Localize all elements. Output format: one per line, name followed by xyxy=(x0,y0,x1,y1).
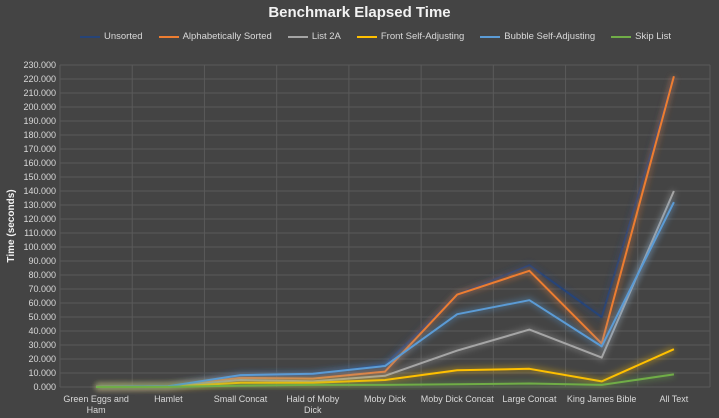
x-tick-label: Moby Dick xyxy=(364,394,407,404)
y-tick-label: 170.000 xyxy=(23,144,56,154)
legend-label: Skip List xyxy=(635,31,672,42)
y-tick-label: 110.000 xyxy=(24,228,56,238)
y-tick-label: 210.000 xyxy=(23,88,56,98)
y-tick-label: 90.000 xyxy=(28,256,56,266)
legend-label: Front Self-Adjusting xyxy=(380,31,465,42)
x-tick-label: Hamlet xyxy=(154,394,183,404)
y-tick-label: 70.000 xyxy=(28,284,56,294)
y-tick-label: 190.000 xyxy=(23,116,56,126)
y-tick-label: 40.000 xyxy=(28,326,56,336)
legend-item: Front Self-Adjusting xyxy=(356,31,465,42)
legend-swatch xyxy=(356,35,377,38)
y-tick-label: 220.000 xyxy=(23,74,56,84)
y-tick-label: 180.000 xyxy=(23,130,56,140)
y-tick-label: 30.000 xyxy=(28,340,56,350)
chart-legend: Unsorted Alphabetically Sorted List 2A Fron… xyxy=(80,31,700,42)
y-tick-label: 230.000 xyxy=(23,60,56,70)
series-line-skip-list xyxy=(96,373,675,388)
y-tick-label: 10.000 xyxy=(28,368,56,378)
legend-swatch xyxy=(158,35,179,38)
y-tick-label: 0.000 xyxy=(33,382,56,392)
y-axis-label: Time (seconds) xyxy=(6,189,17,262)
legend-label: Bubble Self-Adjusting xyxy=(504,31,596,42)
legend-item: Unsorted xyxy=(80,31,143,42)
chart-title: Benchmark Elapsed Time xyxy=(268,4,451,21)
y-tick-label: 50.000 xyxy=(28,312,56,322)
legend-label: Alphabetically Sorted xyxy=(182,31,272,42)
legend-item: Skip List xyxy=(611,31,671,42)
legend-item: List 2A xyxy=(287,31,341,42)
y-tick-label: 140.000 xyxy=(23,186,56,196)
legend-swatch xyxy=(611,35,632,38)
legend-item: Alphabetically Sorted xyxy=(158,31,272,42)
x-tick-label: Hald of Moby Dick xyxy=(286,394,340,415)
y-tick-label: 120.000 xyxy=(23,214,56,224)
y-tick-label: 200.000 xyxy=(23,102,56,112)
x-tick-label: All Text xyxy=(659,394,688,404)
legend-label: Unsorted xyxy=(104,31,143,42)
legend-swatch xyxy=(80,35,100,38)
y-tick-label: 100.000 xyxy=(23,242,56,252)
x-tick-label: Moby Dick Concat xyxy=(421,394,495,404)
x-tick-label: Green Eggs and Ham xyxy=(63,394,129,415)
y-tick-label: 60.000 xyxy=(28,298,56,308)
legend-swatch xyxy=(287,35,308,38)
y-tick-label: 150.000 xyxy=(23,172,56,182)
y-tick-label: 20.000 xyxy=(28,354,56,364)
legend-swatch xyxy=(480,35,501,38)
y-tick-label: 160.000 xyxy=(23,158,56,168)
series-line-bubble-self-adjusting xyxy=(96,201,675,388)
x-tick-label: Small Concat xyxy=(214,394,268,404)
legend-item: Bubble Self-Adjusting xyxy=(480,31,595,42)
x-tick-label: Large Concat xyxy=(502,394,557,404)
y-tick-label: 80.000 xyxy=(28,270,56,280)
x-tick-label: King James Bible xyxy=(567,394,637,404)
y-tick-label: 130.000 xyxy=(23,200,56,210)
legend-label: List 2A xyxy=(311,31,341,42)
